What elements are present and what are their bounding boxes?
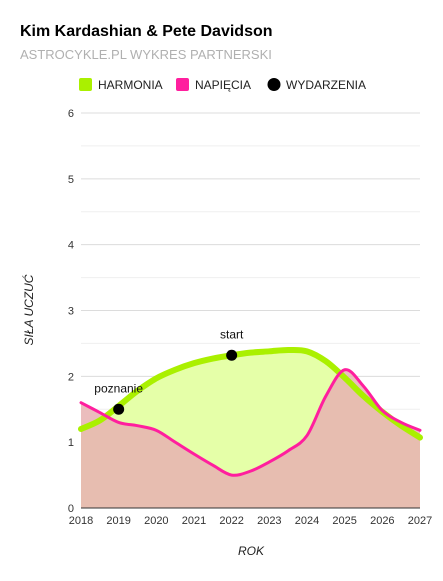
event-label: poznanie [94, 381, 143, 395]
event-point [226, 349, 238, 361]
series-lines [78, 346, 423, 477]
series-line-harmonia [78, 346, 423, 441]
x-tick-label: 2023 [257, 515, 281, 527]
legend-swatch-napiecia [176, 78, 189, 91]
legend-label-harmonia: HARMONIA [98, 78, 163, 92]
series-areas [81, 349, 420, 508]
y-tick-label: 5 [68, 174, 74, 186]
legend-swatch-harmonia [79, 78, 92, 91]
y-tick-label: 0 [68, 503, 74, 515]
y-tick-label: 2 [68, 371, 74, 383]
legend: HARMONIA NAPIĘCIA WYDARZENIA [79, 78, 366, 92]
x-tick-label: 2019 [106, 515, 130, 527]
legend-label-wydarzenia: WYDARZENIA [286, 78, 366, 92]
x-tick-label: 2020 [144, 515, 168, 527]
x-tick-label: 2026 [370, 515, 394, 527]
x-tick-label: 2022 [219, 515, 243, 527]
x-axis-title: ROK [238, 544, 265, 558]
y-axis-title: SIŁA UCZUĆ [21, 274, 36, 345]
event-point [113, 403, 125, 415]
x-tick-label: 2025 [332, 515, 356, 527]
x-tick-label: 2027 [408, 515, 432, 527]
y-tick-label: 3 [68, 306, 74, 318]
y-tick-label: 1 [68, 437, 74, 449]
tick-labels: 2018 2019 2020 2021 2022 2023 2024 2025 2026 2027… [68, 108, 432, 527]
chart-title: Kim Kardashian & Pete Davidson [20, 23, 273, 40]
event-label: start [220, 327, 244, 341]
legend-label-napiecia: NAPIĘCIA [195, 78, 251, 92]
legend-marker-wydarzenia [267, 78, 281, 91]
event-markers: poznanie start [94, 327, 244, 415]
y-tick-label: 4 [68, 240, 74, 252]
x-tick-label: 2024 [295, 515, 319, 527]
series-area-napi-cia [81, 369, 420, 508]
x-tick-label: 2018 [69, 515, 93, 527]
y-tick-label: 6 [68, 108, 74, 120]
x-tick-label: 2021 [182, 515, 206, 527]
series-line-napi-cia [79, 368, 422, 477]
chart-subtitle: ASTROCYKLE.PL WYKRES PARTNERSKI [20, 47, 272, 62]
